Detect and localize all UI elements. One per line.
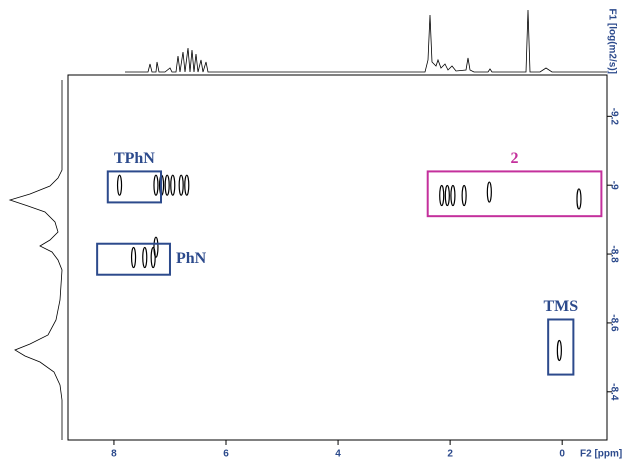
x-tick-label: 0 — [559, 449, 565, 460]
y-axis-label: F1 [log(m2/s)] — [606, 8, 617, 74]
x-tick-label: 2 — [447, 449, 453, 460]
y-tick-label: -8.4 — [608, 383, 619, 401]
peak-contour — [153, 174, 159, 196]
peak-contour — [142, 246, 148, 269]
x-axis-label: F2 [ppm] — [580, 449, 622, 460]
peak-contour — [439, 184, 445, 207]
peak-contour — [444, 184, 450, 207]
annotation-label: PhN — [176, 250, 207, 267]
annotation-label: 2 — [511, 150, 519, 167]
y-tick-label: -8.6 — [608, 314, 619, 332]
x-tick-label: 8 — [111, 449, 117, 460]
peak-contour — [184, 174, 190, 196]
annotation-label: TMS — [543, 298, 578, 315]
annotation-box — [547, 318, 575, 376]
top-projection — [125, 9, 607, 73]
peak-contour — [461, 184, 467, 207]
x-tick-label: 4 — [335, 449, 341, 460]
annotation-box — [96, 242, 171, 276]
left-projection — [8, 80, 63, 440]
peak-contour — [150, 246, 156, 269]
peak-contour — [153, 236, 159, 258]
annotation-box — [106, 170, 163, 204]
annotation-box — [426, 170, 603, 218]
y-tick-label: -9 — [608, 181, 619, 190]
peak-contour — [576, 188, 582, 210]
peak-contour — [116, 174, 123, 196]
annotation-label: TPhN — [114, 150, 155, 167]
y-tick-label: -8.8 — [608, 245, 619, 263]
peak-contour — [450, 184, 456, 207]
peak-contour — [164, 174, 170, 196]
peak-contour — [556, 339, 562, 362]
y-tick-label: -9.2 — [608, 108, 619, 126]
peak-contour — [178, 174, 184, 196]
peak-contour — [170, 174, 176, 196]
peak-contour — [130, 246, 137, 269]
peak-contour — [486, 181, 492, 203]
plot-frame — [67, 74, 608, 441]
x-tick-label: 6 — [223, 449, 229, 460]
